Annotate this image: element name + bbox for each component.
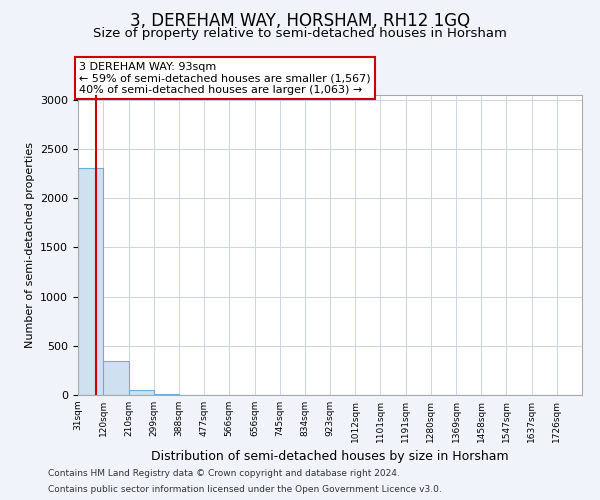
Bar [78,168,103,395]
Bar [154,394,179,395]
Text: 3, DEREHAM WAY, HORSHAM, RH12 1GQ: 3, DEREHAM WAY, HORSHAM, RH12 1GQ [130,12,470,30]
X-axis label: Distribution of semi-detached houses by size in Horsham: Distribution of semi-detached houses by … [151,450,509,464]
Text: Size of property relative to semi-detached houses in Horsham: Size of property relative to semi-detach… [93,28,507,40]
Bar [128,390,154,395]
Text: 3 DEREHAM WAY: 93sqm
← 59% of semi-detached houses are smaller (1,567)
40% of se: 3 DEREHAM WAY: 93sqm ← 59% of semi-detac… [79,62,371,95]
Text: Contains public sector information licensed under the Open Government Licence v3: Contains public sector information licen… [48,485,442,494]
Bar [103,361,128,395]
Y-axis label: Number of semi-detached properties: Number of semi-detached properties [25,142,35,348]
Text: Contains HM Land Registry data © Crown copyright and database right 2024.: Contains HM Land Registry data © Crown c… [48,468,400,477]
